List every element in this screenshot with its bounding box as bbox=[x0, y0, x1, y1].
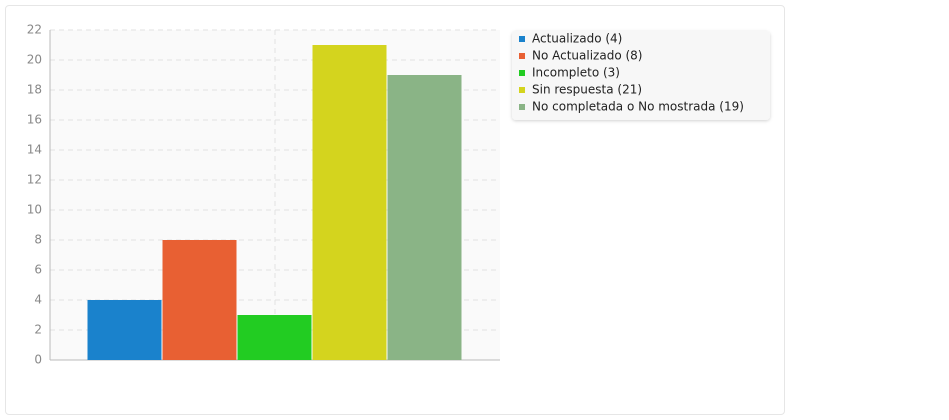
bar bbox=[387, 75, 462, 360]
legend-marker bbox=[519, 104, 525, 110]
y-tick-label: 16 bbox=[27, 113, 42, 127]
legend-marker bbox=[519, 87, 525, 93]
legend-label: No completada o No mostrada (19) bbox=[532, 100, 744, 114]
y-tick-label: 20 bbox=[27, 53, 42, 67]
y-tick-label: 18 bbox=[27, 83, 42, 97]
bar bbox=[87, 300, 162, 360]
y-tick-label: 22 bbox=[27, 23, 42, 37]
legend-marker bbox=[519, 53, 525, 59]
y-tick-label: 10 bbox=[27, 203, 42, 217]
legend-marker bbox=[519, 36, 525, 42]
legend-box bbox=[512, 31, 770, 120]
bar bbox=[162, 240, 237, 360]
y-tick-label: 0 bbox=[34, 353, 42, 367]
legend-label: Incompleto (3) bbox=[532, 66, 620, 80]
y-tick-label: 6 bbox=[34, 263, 42, 277]
y-tick-label: 12 bbox=[27, 173, 42, 187]
legend-label: Actualizado (4) bbox=[532, 32, 622, 46]
y-tick-label: 8 bbox=[34, 233, 42, 247]
legend-label: No Actualizado (8) bbox=[532, 49, 642, 63]
legend-marker bbox=[519, 70, 525, 76]
legend-label: Sin respuesta (21) bbox=[532, 83, 642, 97]
y-tick-label: 4 bbox=[34, 293, 42, 307]
y-tick-label: 14 bbox=[27, 143, 42, 157]
bar bbox=[312, 45, 387, 360]
y-tick-label: 2 bbox=[34, 323, 42, 337]
bar bbox=[237, 315, 312, 360]
